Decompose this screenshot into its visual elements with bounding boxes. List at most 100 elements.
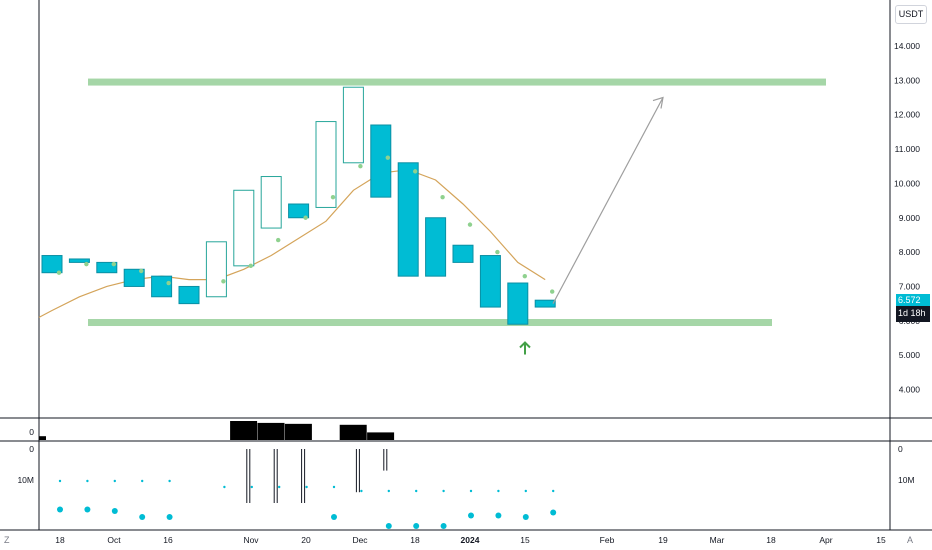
support-zone [88,319,772,327]
y-tick-9: 13.000 [894,75,920,85]
signal-dot-16 [495,249,500,255]
osc-small-dot-2 [113,479,117,483]
volume-tick: 0 [29,427,34,437]
x-tick-10: 19 [658,535,668,545]
candle-18 [534,299,556,308]
osc-tick-left-0: 0 [29,444,34,454]
candle-15 [452,244,474,263]
y-tick-1: 5.000 [899,350,921,360]
x-tick-12: 18 [766,535,776,545]
osc-big-dot-13 [413,523,420,529]
ema-layer [38,169,546,318]
signal-dot-11 [358,164,363,169]
y-tick-3: 7.000 [899,281,921,291]
volume-pane: 0 [29,421,395,440]
osc-small-dot-12 [387,489,390,493]
x-tick-5: Dec [352,535,368,545]
signal-dot-1 [84,261,89,267]
x-tick-0: 18 [55,535,65,545]
osc-big-dot-0 [57,506,63,513]
osc-small-dot-15 [469,489,473,493]
projection-arrowhead [652,96,664,109]
osc-big-dot-10 [331,514,337,520]
x-tick-13: Apr [819,535,832,545]
volume-bar-12 [367,432,395,440]
osc-big-dot-14 [440,523,447,529]
signal-dot-3 [139,268,144,274]
candle-9 [288,203,310,219]
osc-big-dot-3 [139,514,146,520]
x-tick-4: 20 [301,535,311,545]
candle-2 [96,261,118,274]
candle-10 [315,121,337,208]
y-tick-4: 8.000 [899,247,921,257]
osc-tick-right-0: 0 [898,444,903,454]
x-tick-14: 15 [876,535,886,545]
x-tick-6: 18 [410,535,420,545]
signal-dot-15 [467,222,473,227]
countdown-tag: 1d 18h [896,306,930,322]
annotation-layer [519,96,664,355]
volume-bar-9 [284,423,312,440]
signal-dot-12 [385,155,390,160]
candle-17 [507,282,529,325]
x-tick-9: Feb [600,535,615,545]
volume-bar-8 [257,422,285,440]
last-price-tag: 6.572 [896,294,930,306]
y-tick-5: 9.000 [899,213,921,223]
osc-small-dot-16 [497,489,500,493]
osc-small-dot-14 [442,489,445,493]
osc-tick-right-1: 10M [898,475,915,485]
signal-dot-13 [413,169,418,174]
ema-line [38,169,546,318]
osc-big-dot-18 [550,509,557,516]
candle-8 [260,176,282,229]
osc-small-dot-4 [168,479,171,483]
candle-12 [370,124,392,198]
volume-bar-7 [230,421,258,440]
timezone-button[interactable]: Z [4,535,10,545]
candles-layer [41,86,556,325]
osc-big-dot-17 [522,514,529,520]
candle-4 [151,275,173,298]
osc-small-dot-18 [552,489,555,493]
x-tick-3: Nov [243,535,259,545]
osc-big-dot-12 [385,523,392,529]
signal-dot-6 [221,279,226,284]
signal-dot-17 [522,273,527,279]
signal-dot-8 [276,237,281,243]
candle-3 [123,268,145,287]
candle-11 [342,86,364,164]
candle-7 [233,189,255,267]
osc-small-dot-3 [141,479,144,483]
osc-small-dot-9 [305,485,308,489]
y-tick-10: 14.000 [894,41,920,51]
y-axis-ticks: 4.0005.0006.0007.0008.0009.00010.00011.0… [894,41,920,395]
oscillator-pane: 0 10M 0 10M [17,444,915,529]
signal-dot-18 [550,289,555,294]
dots-layer [56,155,555,294]
y-tick-0: 4.000 [899,385,921,395]
candle-16 [479,255,501,308]
signal-dot-4 [166,280,171,286]
auto-scale-button[interactable]: A [907,535,914,545]
osc-tick-left-1: 10M [17,475,34,485]
candle-0 [41,255,63,274]
osc-big-dot-4 [166,514,173,520]
osc-small-dot-11 [360,489,363,493]
candle-1 [68,258,90,263]
projection-line [552,97,664,304]
y-tick-6: 10.000 [894,178,920,188]
candle-5 [178,285,200,305]
osc-small-dot-0 [58,479,62,483]
currency-label[interactable]: USDT [895,5,927,24]
candle-13 [397,162,419,277]
osc-small-dot-8 [278,485,281,489]
osc-big-dot-1 [84,506,91,513]
volume-bar-0 [39,436,46,440]
candle-14 [425,217,447,277]
zones-layer [88,78,826,327]
candle-6 [205,241,227,298]
osc-small-dot-7 [250,485,253,489]
